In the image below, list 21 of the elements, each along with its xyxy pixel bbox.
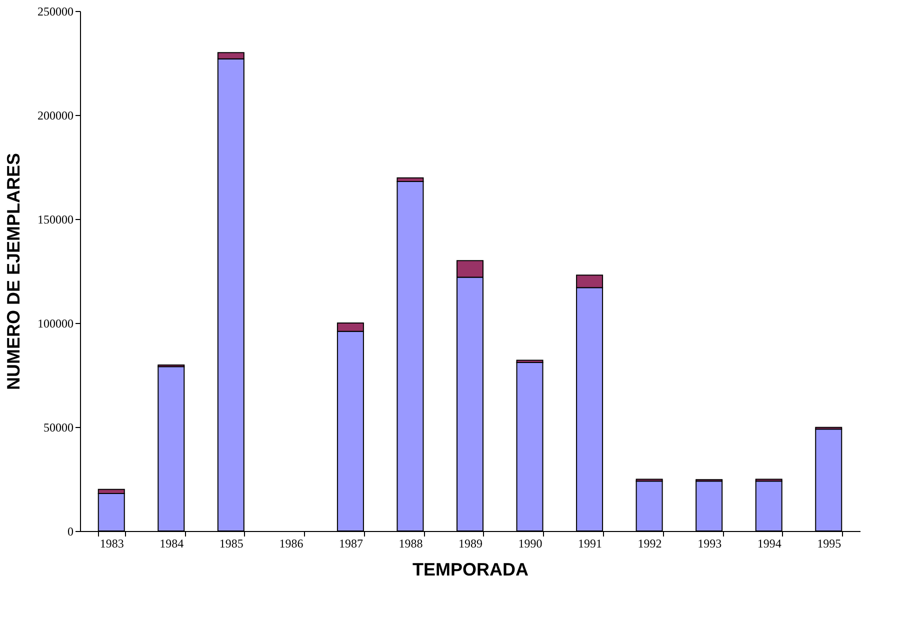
x-tick-label: 1988 <box>398 536 423 550</box>
y-tick-label: 50000 <box>44 420 74 434</box>
y-tick-label: 0 <box>68 524 74 538</box>
x-tick-label: 1990 <box>518 536 542 550</box>
x-tick-label: 1992 <box>638 536 662 550</box>
y-axis-title: NUMERO DE EJEMPLARES <box>4 152 24 390</box>
x-tick-label: 1995 <box>817 536 842 550</box>
y-tick-label: 100000 <box>38 316 74 330</box>
x-tick-label: 1983 <box>100 536 124 550</box>
y-tick-label: 150000 <box>38 212 74 226</box>
x-tick-label: 1994 <box>757 536 782 550</box>
y-tick-label: 200000 <box>38 108 74 122</box>
x-tick-label: 1986 <box>279 536 304 550</box>
x-tick-label: 1993 <box>698 536 722 550</box>
x-tick-label: 1985 <box>219 536 244 550</box>
x-tick-label: 1991 <box>578 536 602 550</box>
x-axis-title: TEMPORADA <box>412 560 528 580</box>
x-tick-label: 1984 <box>160 536 184 550</box>
y-tick-label: 250000 <box>38 4 74 18</box>
x-tick-label: 1987 <box>338 536 363 550</box>
x-tick-label: 1989 <box>458 536 482 550</box>
